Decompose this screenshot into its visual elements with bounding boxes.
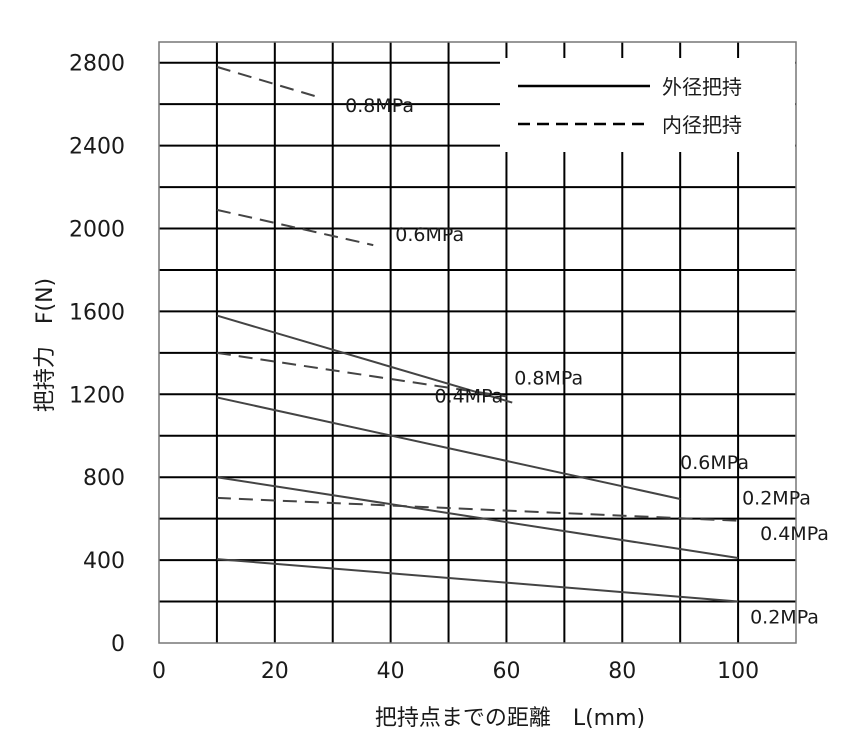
series-label: 0.4MPa — [760, 523, 829, 545]
legend-box — [500, 58, 795, 152]
series-line-outer-0-2mpa — [216, 558, 739, 603]
y-tick-label: 1200 — [69, 383, 125, 408]
x-axis-title: 把持点までの距離 L(mm) — [375, 706, 645, 731]
y-tick-label: 1600 — [69, 300, 125, 325]
y-tick-label: 2400 — [69, 135, 125, 160]
series-labels: 0.8MPa 0.6MPa 0.4MPa 0.2MPa 0.8MPa 0.6MPa 0.4M… — [345, 95, 829, 629]
tick-labels: 0 20 40 60 80 100 0 400 800 1200 1600 2000 2400 2800 — [69, 52, 759, 684]
plot-frame — [158, 41, 797, 644]
series-label: 0.2MPa — [742, 488, 811, 510]
x-tick-label: 20 — [261, 659, 289, 684]
legend-label-inner: 内径把持 — [662, 113, 742, 137]
series-line-outer-0-4mpa — [216, 476, 739, 560]
y-tick-label: 2800 — [69, 52, 125, 77]
legend: 外径把持 内径把持 — [500, 58, 795, 152]
series-label: 0.6MPa — [395, 224, 464, 246]
series-label: 0.6MPa — [680, 452, 749, 474]
series-line-outer-0-6mpa — [216, 396, 681, 500]
series-label: 0.4MPa — [434, 385, 503, 407]
x-tick-label: 0 — [152, 659, 166, 684]
series-line-inner-0-4mpa — [216, 351, 507, 398]
x-tick-label: 80 — [608, 659, 636, 684]
y-tick-label: 0 — [111, 632, 125, 657]
series-line-outer-0-8mpa — [216, 314, 513, 404]
series-label: 0.8MPa — [345, 95, 414, 117]
series-lines — [216, 65, 739, 603]
series-label: 0.8MPa — [514, 368, 583, 390]
x-tick-label: 60 — [492, 659, 520, 684]
series-line-inner-0-8mpa — [216, 65, 322, 99]
series-line-inner-0-6mpa — [216, 208, 374, 247]
y-tick-label: 400 — [83, 549, 125, 574]
y-axis-title: 把持力 F(N) — [33, 278, 58, 412]
series-label: 0.2MPa — [750, 607, 819, 629]
legend-label-outer: 外径把持 — [662, 75, 742, 99]
x-tick-label: 40 — [377, 659, 405, 684]
y-tick-label: 2000 — [69, 218, 125, 243]
y-tick-label: 800 — [83, 466, 125, 491]
x-tick-label: 100 — [717, 659, 759, 684]
